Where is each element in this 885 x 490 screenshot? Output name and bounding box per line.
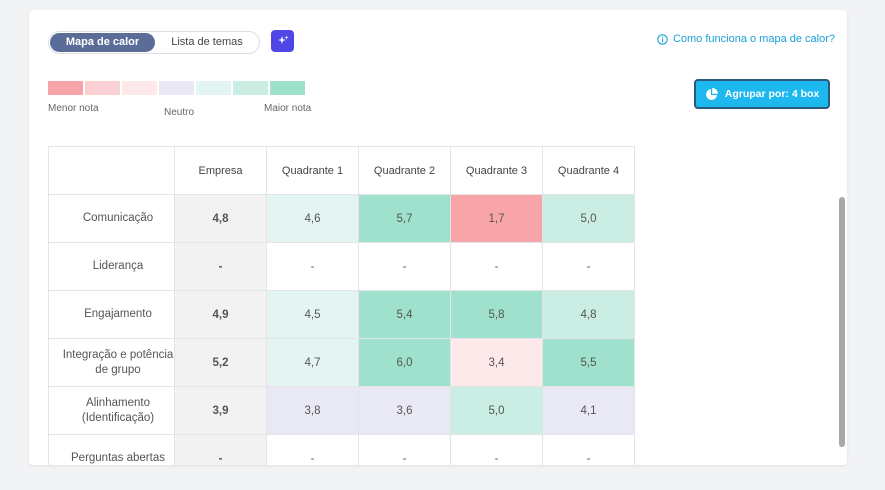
heatmap-cell: 5,0 [542, 194, 635, 243]
view-toggle: Mapa de calor Lista de temas [48, 31, 260, 54]
legend-color-scale [48, 81, 305, 95]
heatmap-cell: 3,6 [358, 386, 451, 435]
heatmap-cell: 3,8 [266, 386, 359, 435]
ai-sparkle-button[interactable] [271, 30, 294, 52]
heatmap-cell: 6,0 [358, 338, 451, 387]
legend-swatch [196, 81, 231, 95]
legend-min-label: Menor nota [48, 103, 99, 114]
legend-neutral-label: Neutro [164, 107, 195, 118]
legend-swatch [233, 81, 268, 95]
column-header: Empresa [174, 146, 267, 195]
table-row: Alinhamento (Identificação) 3,9 3,8 3,6 5,0 4… [48, 386, 635, 435]
table-row: Liderança - - - - - [48, 242, 635, 291]
sparkle-icon [277, 35, 288, 44]
heatmap-cell: 1,7 [450, 194, 543, 243]
row-label: Alinhamento (Identificação) [48, 386, 175, 435]
heatmap-cell: 4,5 [266, 290, 359, 339]
column-header: Quadrante 1 [266, 146, 359, 195]
heatmap-cell: 5,5 [542, 338, 635, 387]
heatmap-card: Mapa de calor Lista de temas Como funcio… [29, 10, 847, 465]
heatmap-cell: - [542, 434, 635, 465]
header-empty [48, 146, 175, 195]
heatmap-cell: 4,6 [266, 194, 359, 243]
table-row: Comunicação 4,8 4,6 5,7 1,7 5,0 [48, 194, 635, 243]
tab-lista-de-temas[interactable]: Lista de temas [171, 36, 243, 48]
empresa-cell: 5,2 [174, 338, 267, 387]
empresa-cell: - [174, 242, 267, 291]
heatmap-cell: 4,8 [542, 290, 635, 339]
heatmap-cell: 5,8 [450, 290, 543, 339]
column-header: Quadrante 3 [450, 146, 543, 195]
help-link-label: Como funciona o mapa de calor? [672, 33, 835, 45]
table-row: Engajamento 4,9 4,5 5,4 5,8 4,8 [48, 290, 635, 339]
heatmap-table: Empresa Quadrante 1 Quadrante 2 Quadrant… [48, 146, 635, 465]
empresa-cell: 4,8 [174, 194, 267, 243]
row-label: Liderança [48, 242, 175, 291]
help-link[interactable]: Como funciona o mapa de calor? [657, 33, 835, 45]
legend-max-label: Maior nota [264, 103, 312, 114]
legend-swatch [48, 81, 83, 95]
empresa-cell: - [174, 434, 267, 465]
row-label: Integração e potência de grupo [48, 338, 175, 387]
table-row: Integração e potência de grupo 5,2 4,7 6,0 3… [48, 338, 635, 387]
heatmap-cell: - [450, 242, 543, 291]
tab-mapa-de-calor[interactable]: Mapa de calor [50, 33, 155, 52]
heatmap-cell: - [266, 434, 359, 465]
table-row: Perguntas abertas - - - - - [48, 434, 635, 465]
column-header: Quadrante 2 [358, 146, 451, 195]
heatmap-cell: - [266, 242, 359, 291]
heatmap-cell: - [358, 434, 451, 465]
heatmap-cell: 3,4 [450, 338, 543, 387]
legend-swatch [85, 81, 120, 95]
table-header-row: Empresa Quadrante 1 Quadrante 2 Quadrant… [48, 146, 635, 195]
info-icon [657, 33, 668, 45]
scrollbar-thumb[interactable] [839, 197, 845, 447]
row-label: Comunicação [48, 194, 175, 243]
column-header: Quadrante 4 [542, 146, 635, 195]
row-label: Engajamento [48, 290, 175, 339]
empresa-cell: 3,9 [174, 386, 267, 435]
pie-chart-icon [705, 87, 718, 100]
heatmap-cell: 5,4 [358, 290, 451, 339]
heatmap-cell: 4,7 [266, 338, 359, 387]
legend-swatch [159, 81, 194, 95]
heatmap-cell: 5,7 [358, 194, 451, 243]
legend-swatch [122, 81, 157, 95]
group-by-button[interactable]: Agrupar por: 4 box [694, 79, 830, 109]
group-by-label: Agrupar por: 4 box [724, 88, 820, 100]
heatmap-cell: 5,0 [450, 386, 543, 435]
heatmap-cell: - [358, 242, 451, 291]
empresa-cell: 4,9 [174, 290, 267, 339]
legend-swatch [270, 81, 305, 95]
heatmap-cell: - [450, 434, 543, 465]
heatmap-cell: 4,1 [542, 386, 635, 435]
row-label: Perguntas abertas [48, 434, 175, 465]
heatmap-cell: - [542, 242, 635, 291]
